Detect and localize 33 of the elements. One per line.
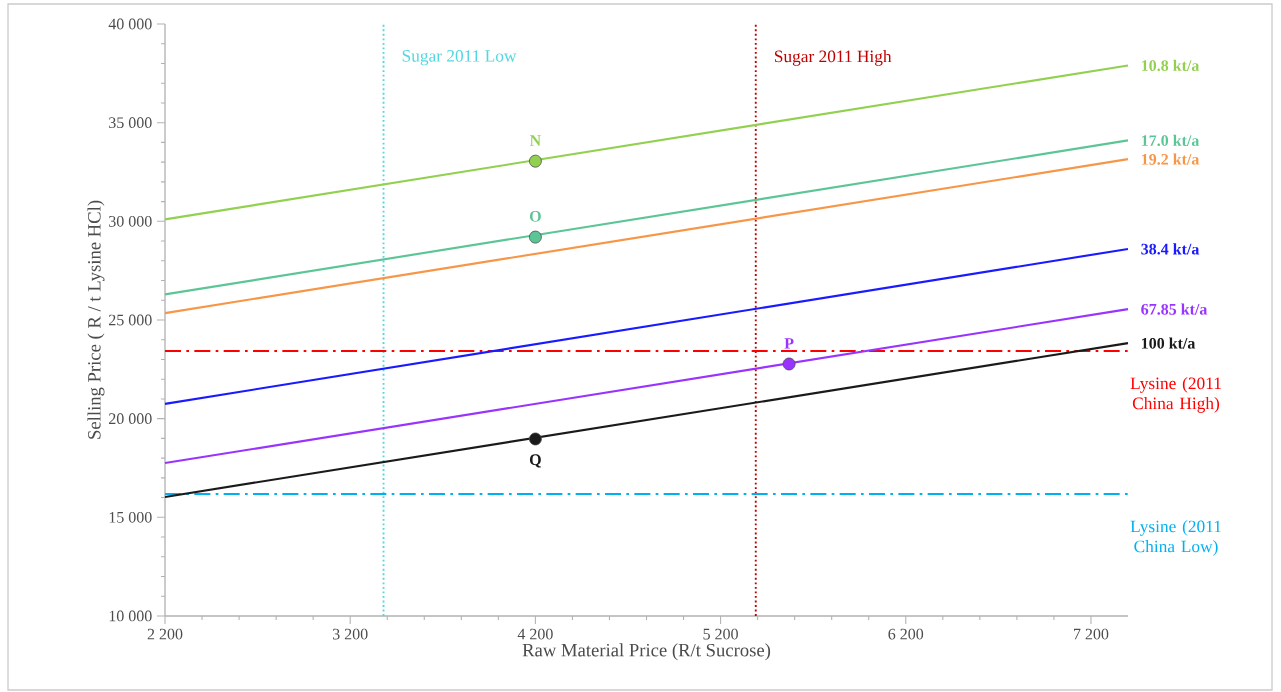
x-tick-label: 4 200 [517, 628, 553, 640]
point [528, 432, 542, 446]
y-tick-label: 35 000 [109, 117, 152, 129]
ref-line-label: Sugar 2011 High [774, 50, 892, 66]
series-label: 100 kt/a [1141, 337, 1196, 349]
ref-line-label: Lysine (2011 China High) [1130, 377, 1221, 413]
ref-line-label: Lysine (2011 China Low) [1130, 520, 1221, 556]
y-tick-label: 20 000 [109, 413, 152, 425]
y-tick-label: 30 000 [109, 215, 152, 227]
point [528, 230, 542, 244]
y-tick-label: 25 000 [109, 314, 152, 326]
x-tick-label: 5 200 [703, 628, 738, 640]
y-tick-label: 15 000 [109, 511, 152, 523]
series-label: 17.0 kt/a [1141, 134, 1200, 147]
y-axis-title: Selling Price ( R / t Lysine HCl) [87, 200, 105, 439]
series-label: P [784, 338, 794, 349]
series-label: N [529, 135, 541, 146]
y-tick-label: 40 000 [108, 18, 152, 30]
x-tick-label: 2 200 [147, 628, 183, 640]
x-axis-title: Raw Material Price (R/t Sucrose) [522, 643, 771, 661]
series-label: O [529, 210, 541, 222]
point [782, 357, 796, 371]
series-label: 67.85 kt/a [1141, 303, 1208, 315]
series-label: 19.2 kt/a [1141, 153, 1200, 165]
series-label: Q [529, 454, 541, 468]
point [528, 154, 542, 168]
x-tick-label: 3 200 [332, 628, 368, 640]
x-tick-label: 6 200 [888, 628, 924, 640]
ref-line-label: Sugar 2011 Low [402, 50, 517, 66]
x-tick-label: 7 200 [1074, 628, 1109, 640]
y-tick-label: 10 000 [109, 610, 152, 622]
series-label: 38.4 kt/a [1141, 243, 1200, 255]
series-label: 10.8 kt/a [1141, 59, 1200, 72]
